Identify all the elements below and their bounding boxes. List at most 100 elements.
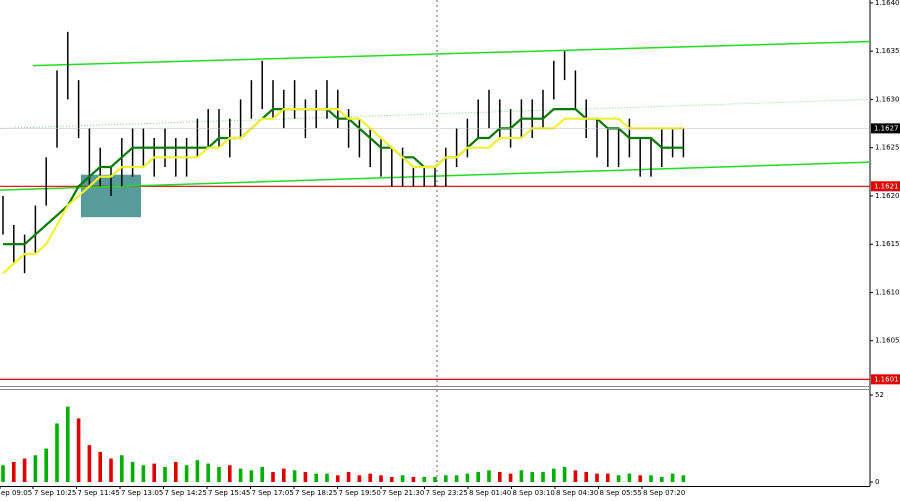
y-tick-label: 1.1635 — [875, 47, 900, 55]
volume-bar — [400, 475, 405, 482]
volume-bar — [411, 476, 416, 482]
volume-bar — [292, 470, 297, 482]
x-tick-label: 8 Sep 07:20 — [643, 489, 685, 497]
volume-bar — [368, 473, 372, 482]
x-tick-label: ep 09:05 — [1, 489, 32, 497]
volume-bar — [541, 471, 545, 482]
volume-bar — [638, 475, 642, 482]
level-label: 1.1601 — [874, 375, 899, 383]
volume-bar — [120, 455, 124, 482]
volume-bar — [206, 463, 210, 482]
volume-bar — [228, 465, 232, 482]
channel-line — [32, 40, 871, 67]
moving-average — [2, 108, 684, 275]
volume-bar — [552, 468, 556, 482]
volume-bar — [98, 451, 102, 482]
volume-bar — [87, 445, 92, 482]
volume-bar — [670, 473, 675, 482]
x-tick-label: 7 Sep 21:30 — [382, 489, 424, 497]
volume-bar — [346, 471, 351, 482]
volume-bar — [498, 471, 502, 482]
volume-bar — [76, 418, 81, 482]
level-tag — [871, 181, 900, 192]
volume-bar — [530, 471, 534, 482]
volume-bar — [217, 466, 221, 482]
volume-bar — [444, 475, 448, 482]
volume-bar — [44, 448, 48, 482]
volume-bar — [357, 475, 362, 482]
x-tick-label: 7 Sep 18:25 — [295, 489, 337, 497]
volume-bar — [174, 461, 178, 482]
volume-bar — [12, 461, 16, 482]
volume-bar — [1, 465, 5, 482]
volume-bar — [109, 458, 113, 482]
x-tick-label: 8 Sep 04:30 — [556, 489, 598, 497]
x-tick-label: 7 Sep 10:25 — [34, 489, 76, 497]
volume-bar — [22, 458, 27, 482]
x-tick-label: 8 Sep 01:40 — [469, 489, 511, 497]
volume-bar — [195, 460, 200, 482]
channel-line — [0, 98, 871, 129]
x-tick-label: 7 Sep 23:25 — [426, 489, 468, 497]
volume-bar — [584, 471, 588, 482]
volume-bar — [454, 475, 459, 482]
volume-bar — [649, 475, 653, 482]
y-tick-label: 1.1620 — [875, 192, 900, 200]
volume-bar — [465, 473, 470, 482]
x-tick-label: 7 Sep 11:45 — [78, 489, 120, 497]
y-tick-label: 1.1640 — [875, 0, 900, 7]
volume-bar — [141, 465, 146, 482]
x-tick-label: 7 Sep 17:05 — [252, 489, 294, 497]
volume-bar — [595, 473, 599, 482]
level-label: 1.1621 — [874, 182, 899, 190]
volume-bar — [681, 475, 686, 482]
y-tick-label: 1.1610 — [875, 288, 900, 296]
volume-bar — [562, 466, 567, 482]
x-tick-label: 7 Sep 15:45 — [208, 489, 250, 497]
volume-bar — [487, 470, 491, 482]
y-tick-label: 1.1605 — [875, 337, 900, 345]
y-tick-label: 1.1625 — [875, 144, 900, 152]
volume-bar — [433, 476, 437, 482]
x-tick-label: 8 Sep 05:55 — [600, 489, 642, 497]
volume-bar — [390, 476, 394, 482]
volume-bar — [271, 471, 275, 482]
volume-bar — [519, 470, 524, 482]
volume-tick-label: 0 — [875, 478, 879, 486]
y-tick-label: 1.1630 — [875, 95, 900, 103]
volume-bar — [627, 473, 632, 482]
last-price-tag — [871, 123, 900, 134]
x-tick-label: 7 Sep 13:05 — [121, 489, 163, 497]
moving-average — [3, 108, 684, 246]
volume-bar — [314, 473, 318, 482]
volume-bar — [606, 473, 610, 482]
volume-bar — [163, 466, 167, 482]
volume-bar — [238, 468, 243, 482]
volume-bar — [130, 461, 135, 482]
y-tick-label: 1.1615 — [875, 240, 900, 248]
volume-bar — [303, 471, 308, 482]
volume-bar — [184, 465, 189, 482]
volume-bar — [282, 468, 286, 482]
volume-bar — [422, 476, 426, 482]
x-tick-label: 8 Sep 03:10 — [513, 489, 555, 497]
volume-bar — [476, 471, 480, 482]
volume-tick-label: 52 — [875, 391, 884, 399]
x-tick-label: 7 Sep 19:50 — [339, 489, 381, 497]
volume-bar — [508, 473, 513, 482]
x-tick-label: 7 Sep 14:25 — [165, 489, 207, 497]
volume-bar — [55, 423, 59, 482]
volume-bar — [249, 470, 254, 482]
last-price-label: 1.1627 — [874, 124, 899, 132]
volume-bar — [260, 466, 264, 482]
level-tag — [871, 374, 900, 385]
volume-bar — [66, 406, 70, 482]
volume-bar — [33, 455, 38, 482]
volume-bar — [379, 475, 383, 482]
volume-bar — [573, 470, 578, 482]
volume-bar — [660, 476, 664, 482]
volume-bar — [325, 473, 329, 482]
